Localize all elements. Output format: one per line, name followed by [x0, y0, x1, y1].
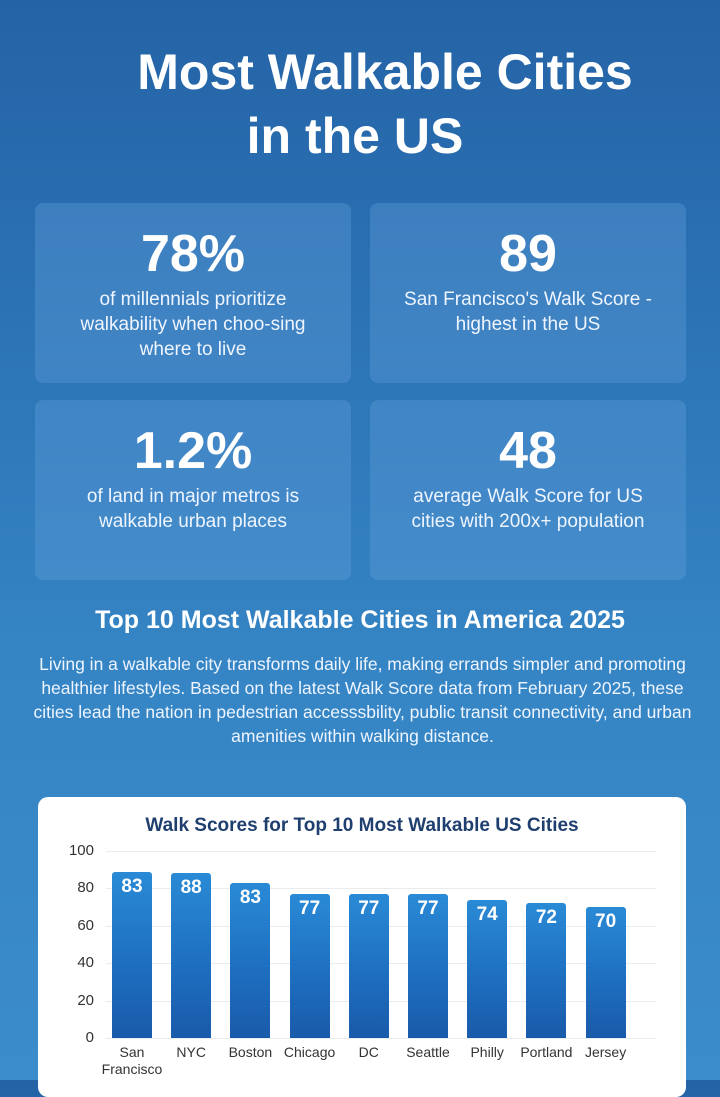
stat-card-millennials: 78% of millennials prioritize walkabilit…	[35, 203, 351, 383]
stat-value: 78%	[140, 225, 246, 283]
section-title: Top 10 Most Walkable Cities in America 2…	[95, 606, 625, 634]
bar-value-label: 72	[535, 907, 557, 929]
bar-value-label: 88	[180, 877, 202, 899]
y-tick-label: 100	[68, 842, 94, 859]
x-tick-label: Boston	[228, 1044, 273, 1060]
stat-desc: of millennials prioritize walkability wh…	[80, 289, 306, 360]
bar-value-label: 77	[299, 898, 321, 919]
stat-value: 89	[499, 225, 557, 283]
x-tick-label: Philly	[470, 1044, 504, 1060]
stat-desc: San Francisco's Walk Score - highest in …	[404, 289, 652, 335]
gridline	[106, 888, 656, 890]
bar: 88	[171, 873, 212, 1038]
stat-value: 1.2%	[133, 422, 253, 480]
bar-value-label: 77	[417, 898, 439, 919]
bar-chart: 0 20 40 60 80 100 83 San Francisco 88 NYC 83 Boston 7…	[38, 797, 686, 1097]
bar: 77	[408, 894, 448, 1038]
bar: 83	[230, 882, 271, 1038]
chart-title: Walk Scores for Top 10 Most Walkable US …	[145, 815, 579, 836]
stat-value: 48	[499, 422, 557, 480]
x-tick-label: NYC	[176, 1044, 206, 1060]
chart-card: Walk Scores for Top 10 Most Walkable US …	[38, 797, 686, 1097]
stat-desc: average Walk Score for US cities with 20…	[411, 486, 645, 532]
gridline	[106, 851, 656, 852]
bar: 77	[348, 894, 389, 1038]
y-tick-label: 40	[77, 954, 94, 972]
bar-value-label: 74	[476, 903, 498, 925]
stat-card-average: 48 average Walk Score for US cities with…	[370, 400, 686, 580]
bar-value-label: 83	[121, 875, 143, 897]
section-text: Living in a walkable city transforms dai…	[33, 654, 692, 746]
x-tick-label: San Francisco	[101, 1044, 163, 1077]
stat-desc: of land in major metros is walkable urba…	[86, 486, 300, 532]
title-line-1: Most Walkable Cities	[137, 44, 633, 100]
title-line-2: in the US	[246, 108, 464, 164]
x-tick-label: Portland	[520, 1044, 573, 1060]
y-tick-label: 60	[77, 916, 94, 934]
stat-card-sf-score: 89 San Francisco's Walk Score - highest …	[370, 203, 686, 383]
y-tick-label: 80	[77, 879, 94, 897]
bar-value-label: 77	[358, 898, 380, 919]
gridline	[106, 1038, 656, 1039]
bar-value-label: 83	[239, 886, 261, 908]
x-tick-label: Chicago	[283, 1044, 336, 1060]
x-tick-label: DC	[358, 1044, 379, 1060]
bar: 72	[526, 903, 567, 1038]
page-title: Most Walkable Cities in the US	[0, 40, 720, 168]
bar: 74	[467, 899, 508, 1038]
y-tick-label: 20	[77, 991, 94, 1009]
y-tick-label: 0	[85, 1029, 94, 1046]
bar-value-label: 70	[595, 911, 617, 933]
stat-card-land: 1.2% of land in major metros is walkable…	[35, 400, 351, 580]
bar: 77	[289, 894, 330, 1038]
bar: 70	[585, 907, 626, 1038]
bar: 83	[112, 871, 152, 1038]
x-tick-label: Jersey	[584, 1044, 627, 1060]
x-tick-label: Seattle	[406, 1044, 450, 1060]
